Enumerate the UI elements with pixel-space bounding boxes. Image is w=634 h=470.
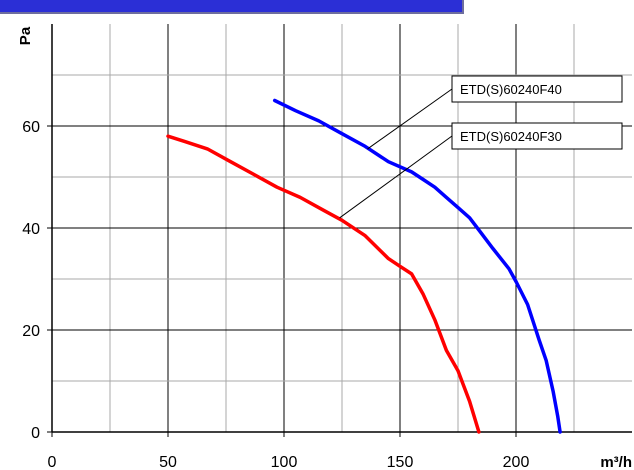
legend-label: ETD(S)60240F30 — [460, 129, 562, 144]
x-tick-label: 200 — [503, 454, 530, 470]
x-tick-label: 150 — [387, 454, 414, 470]
series-line-1 — [166, 134, 481, 434]
legend-box — [451, 75, 623, 103]
y-tick-label: 60 — [22, 119, 40, 136]
y-tick-label: 20 — [22, 323, 40, 340]
x-tick-label: 50 — [159, 454, 177, 470]
plot-frame — [47, 24, 632, 437]
grid — [52, 24, 632, 432]
legend: ETD(S)60240F40 ETD(S)60240F30 — [339, 75, 623, 219]
header-bar — [0, 0, 464, 14]
series-lines — [166, 98, 562, 434]
x-axis-label: m³/h — [600, 454, 632, 470]
legend-label: ETD(S)60240F40 — [460, 82, 562, 97]
y-tick-label: 0 — [31, 425, 40, 442]
legend-box — [451, 122, 623, 150]
tick-labels: 0 50 100 150 200 0 20 40 60 — [22, 119, 529, 470]
legend-leader-line — [367, 88, 453, 150]
x-tick-label: 0 — [48, 454, 57, 470]
y-tick-label: 40 — [22, 221, 40, 238]
x-tick-label: 100 — [271, 454, 298, 470]
y-axis-label: Pa — [17, 26, 34, 45]
legend-leader-line — [339, 135, 453, 219]
series-line-0 — [272, 98, 562, 434]
